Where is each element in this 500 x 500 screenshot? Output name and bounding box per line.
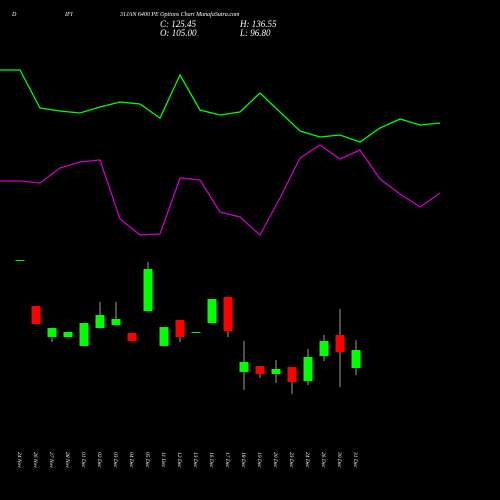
candle-body bbox=[207, 298, 217, 324]
candle-body bbox=[63, 331, 73, 338]
candle-body bbox=[287, 367, 297, 382]
high-label: H: 136.55 bbox=[239, 19, 277, 29]
candle-body bbox=[111, 318, 121, 325]
chart-title: 31JAN 6400 PE Options Chart MunafaSutra.… bbox=[119, 11, 240, 18]
x-tick-label: 12 Dec bbox=[176, 452, 182, 468]
x-tick-label: 27 Nov bbox=[48, 452, 54, 468]
candle-body bbox=[143, 268, 153, 311]
x-tick-label: 18 Dec bbox=[240, 452, 246, 468]
x-tick-label: 16 Dec bbox=[208, 452, 214, 468]
candle-body bbox=[175, 320, 185, 338]
x-tick-label: 11 Dec bbox=[160, 452, 166, 468]
x-tick-label: 30 Dec bbox=[336, 451, 342, 468]
open-label: O: 105.00 bbox=[160, 28, 197, 38]
candle-body bbox=[159, 327, 169, 346]
x-tick-label: 03 Dec bbox=[112, 452, 118, 468]
x-tick-label: 13 Dec bbox=[192, 452, 198, 468]
x-tick-label: 02 Dec bbox=[96, 452, 102, 468]
x-tick-label: 01 Dec bbox=[80, 452, 86, 468]
candle-body bbox=[191, 331, 201, 333]
x-tick-label: 17 Dec bbox=[224, 452, 230, 468]
x-tick-label: 24 Dec bbox=[304, 452, 311, 468]
candle-body bbox=[223, 296, 233, 332]
indicator-line bbox=[0, 144, 441, 237]
close-label: C: 125.45 bbox=[160, 19, 197, 29]
candle-body bbox=[95, 315, 105, 329]
x-tick-label: 04 Dec bbox=[128, 452, 135, 468]
x-tick-label: 24 Nov bbox=[16, 452, 23, 468]
x-tick-label: 26 Nov bbox=[32, 452, 38, 468]
x-tick-label: 20 Dec bbox=[272, 452, 278, 468]
x-tick-label: 31 Dec bbox=[352, 451, 358, 468]
symbol: D bbox=[11, 12, 17, 18]
candle-body bbox=[79, 323, 89, 346]
x-tick-label: 28 Nov bbox=[64, 452, 70, 468]
candle-body bbox=[239, 362, 249, 372]
exchange: IFI bbox=[64, 12, 74, 18]
candle-body bbox=[127, 332, 137, 341]
indicator-line bbox=[0, 69, 441, 143]
low-label: L: 96.80 bbox=[239, 28, 271, 38]
x-tick-label: 19 Dec bbox=[256, 452, 262, 468]
candle-body bbox=[15, 259, 25, 261]
x-tick-label: 26 Dec bbox=[320, 452, 326, 468]
candle-body bbox=[271, 368, 281, 374]
candle-body bbox=[303, 356, 313, 382]
candle-body bbox=[319, 340, 329, 357]
x-tick-label: 23 Dec bbox=[288, 452, 294, 468]
candle-body bbox=[255, 365, 265, 374]
candle-body bbox=[47, 328, 57, 338]
candle-body bbox=[351, 350, 361, 369]
candle-body bbox=[31, 306, 41, 324]
candle-body bbox=[335, 334, 345, 352]
x-tick-label: 05 Dec bbox=[144, 452, 150, 468]
